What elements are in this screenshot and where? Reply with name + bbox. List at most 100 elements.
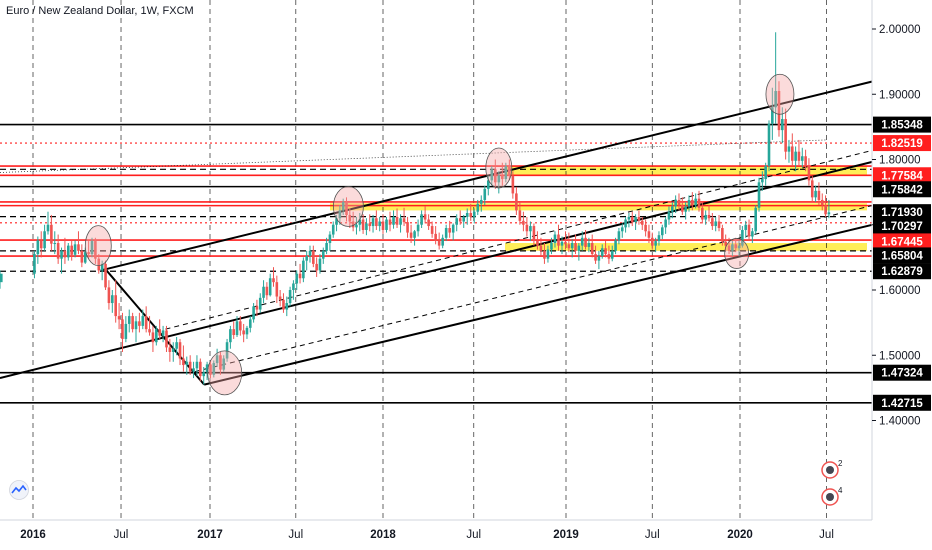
candle-body [737, 245, 741, 249]
annotation-circle [765, 73, 795, 115]
candle-body [684, 206, 687, 212]
candle-body [574, 243, 577, 251]
candle-body [50, 224, 53, 244]
candle-body [550, 243, 553, 250]
x-tick-label: Jul [466, 529, 481, 541]
candle-body [298, 273, 302, 279]
candle-body [295, 273, 299, 284]
candle-body [67, 245, 70, 258]
candle-body [827, 212, 831, 215]
candle-body [607, 254, 611, 259]
price-badge-label: 1.65804 [881, 250, 923, 262]
channel-mid-line [0, 160, 872, 380]
candle-body [714, 221, 717, 227]
candle-body [371, 218, 375, 227]
price-badge [873, 116, 931, 133]
candle-body [536, 241, 539, 246]
candle-body [215, 355, 219, 364]
y-tick-label: 1.40000 [879, 416, 921, 428]
event-flag-dot [826, 466, 834, 474]
candle-body [292, 283, 295, 290]
candle-body [56, 243, 60, 259]
candle-body [650, 237, 654, 246]
candle-body [80, 250, 84, 263]
candle-body [667, 211, 671, 220]
candle-body [441, 237, 444, 246]
candle-body [543, 250, 546, 259]
highlight-zone [330, 203, 867, 211]
candle-body [151, 332, 155, 343]
candle-body [539, 245, 543, 251]
candle-body [288, 290, 292, 304]
candle-body [761, 179, 764, 183]
candle-body [790, 146, 794, 161]
candle-body [597, 256, 601, 261]
candle-body [577, 245, 581, 251]
candle-body [255, 306, 259, 310]
candle-body [245, 327, 249, 335]
candle-body [121, 319, 124, 339]
candle-body [630, 216, 634, 223]
candle-body [777, 90, 781, 131]
candle-body [239, 321, 242, 331]
event-flag-icon[interactable]: 2 [821, 459, 843, 479]
x-tick-label: 2020 [727, 529, 753, 541]
candle-body [272, 278, 275, 283]
candle-body [265, 286, 269, 296]
x-tick-label: 2019 [553, 529, 579, 541]
candle-body [73, 244, 77, 255]
candle-body [767, 123, 771, 167]
candle-body [33, 254, 36, 274]
candle-body [427, 219, 430, 227]
candle-body [171, 348, 175, 352]
candle-body [345, 201, 348, 215]
candle-body [660, 227, 664, 236]
candle-body [804, 156, 807, 167]
annotation-circle [724, 238, 750, 269]
candle-body [325, 243, 328, 251]
candle-body [564, 241, 567, 245]
annotation-circle [84, 225, 112, 267]
candle-body [590, 243, 594, 255]
tradingview-logo-icon[interactable] [6, 480, 32, 500]
candle-body [60, 250, 63, 259]
candle-body [285, 303, 289, 310]
candle-body [657, 235, 661, 242]
candle-body [416, 224, 420, 232]
price-badge-label: 1.70297 [881, 221, 923, 233]
price-badge [873, 364, 931, 381]
candle-body [687, 199, 691, 207]
candle-body [358, 219, 362, 225]
highlight-zone [505, 243, 867, 251]
candle-body [518, 210, 522, 221]
candle-body [741, 229, 744, 246]
candle-body [348, 214, 352, 222]
candle-body [328, 234, 332, 244]
candle-body [39, 240, 43, 249]
price-badge [873, 167, 931, 184]
x-tick-label: 2016 [20, 529, 46, 541]
plot-area [0, 0, 872, 520]
candle-body [100, 263, 104, 271]
y-tick-label: 1.60000 [879, 285, 921, 297]
candle-body [365, 223, 368, 230]
candle-body [704, 214, 707, 220]
candle-body [209, 364, 212, 375]
candle-body [402, 218, 406, 223]
candle-body [584, 237, 587, 247]
candle-body [644, 224, 647, 232]
event-flag-icon[interactable]: 4 [821, 486, 843, 506]
candle-body [444, 228, 448, 238]
candle-body [188, 361, 192, 372]
candle-body [212, 363, 216, 375]
candle-body [378, 221, 381, 227]
candle-body [318, 258, 322, 271]
candle-body [258, 297, 262, 310]
candle-body [734, 244, 738, 249]
candle-body [508, 166, 511, 176]
event-count-label: 4 [838, 486, 843, 495]
candle-body [235, 321, 239, 336]
candle-body [124, 323, 128, 339]
candle-body [282, 299, 285, 310]
